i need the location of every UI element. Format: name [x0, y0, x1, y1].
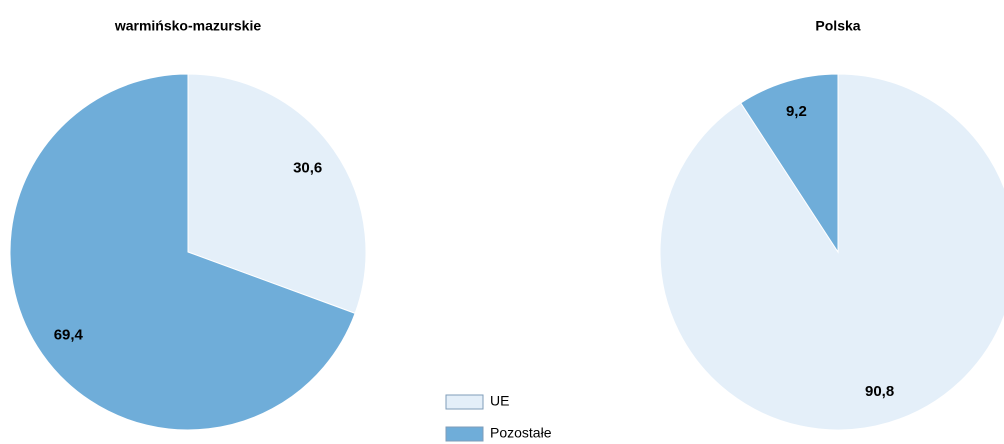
- legend-label: UE: [490, 393, 509, 409]
- chart-title: Polska: [815, 18, 860, 34]
- data-label: 30,6: [293, 159, 322, 176]
- data-label: 9,2: [786, 103, 807, 120]
- pie-slice: [187, 73, 367, 314]
- chart-title: warmińsko-mazurskie: [114, 18, 261, 34]
- pie-slice: [9, 73, 356, 431]
- legend-label: Pozostałe: [490, 425, 552, 441]
- data-label: 69,4: [54, 327, 84, 344]
- pie-slice: [659, 73, 1004, 431]
- legend-swatch: [445, 394, 484, 410]
- pie-slice: [740, 73, 839, 254]
- data-label: 90,8: [865, 383, 894, 400]
- legend-swatch: [445, 426, 484, 442]
